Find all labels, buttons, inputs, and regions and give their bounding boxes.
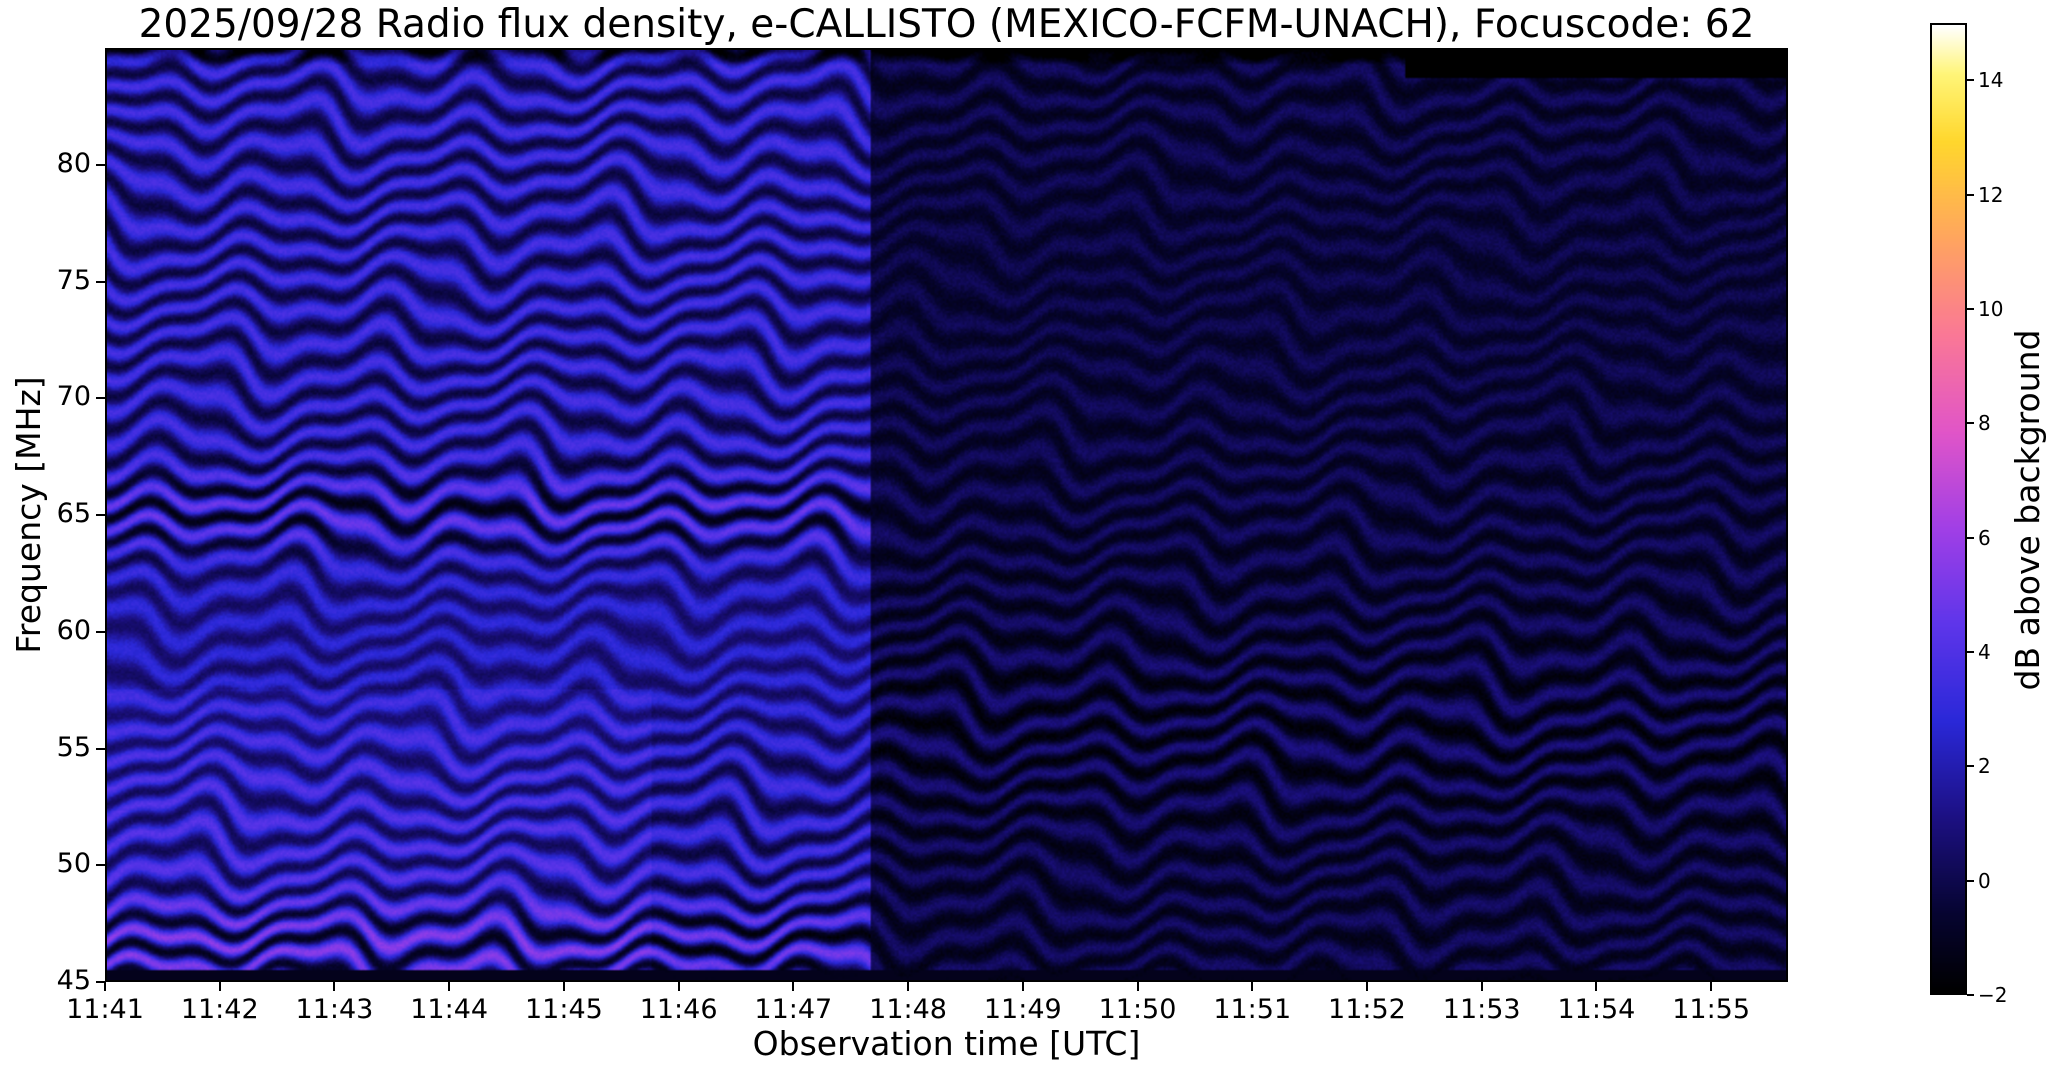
- x-tick-mark: [218, 982, 221, 991]
- y-tick-mark: [96, 397, 105, 400]
- colorbar-gradient: [1932, 25, 1965, 993]
- colorbar-label: dB above background: [2008, 329, 2047, 691]
- y-tick-mark: [96, 864, 105, 867]
- colorbar-tick-label: 0: [1978, 868, 1991, 893]
- y-tick-mark: [96, 630, 105, 633]
- x-tick-mark: [1021, 982, 1024, 991]
- colorbar-tick-mark: [1967, 193, 1974, 196]
- x-tick-label: 11:42: [180, 994, 259, 1025]
- colorbar-tick-mark: [1967, 307, 1974, 310]
- y-tick-mark: [96, 981, 105, 983]
- y-tick-mark: [96, 163, 105, 166]
- x-tick-mark: [562, 982, 565, 991]
- x-tick-label: 11:55: [1672, 994, 1751, 1025]
- colorbar-tick-label: 10: [1978, 296, 2004, 321]
- y-tick-label: 75: [56, 264, 91, 296]
- x-tick-mark: [1595, 982, 1598, 991]
- x-tick-label: 11:50: [1098, 994, 1177, 1025]
- colorbar-tick-mark: [1967, 994, 1974, 996]
- x-tick-label: 11:41: [66, 994, 144, 1025]
- colorbar-tick-mark: [1967, 765, 1974, 768]
- x-tick-mark: [677, 982, 680, 991]
- colorbar-tick-mark: [1967, 879, 1974, 882]
- x-tick-label: 11:51: [1213, 994, 1292, 1025]
- x-tick-mark: [104, 982, 106, 991]
- y-tick-label: 80: [56, 147, 91, 179]
- y-tick-mark: [96, 514, 105, 516]
- y-tick-label: 60: [56, 614, 91, 646]
- colorbar-tick-mark: [1967, 536, 1974, 539]
- colorbar-tick-label: 6: [1978, 525, 1991, 550]
- x-tick-label: 11:46: [639, 994, 718, 1025]
- x-axis-label: Observation time [UTC]: [752, 1024, 1141, 1063]
- x-tick-mark: [1480, 982, 1483, 991]
- colorbar: [1930, 23, 1967, 995]
- chart-title: 2025/09/28 Radio flux density, e-CALLIST…: [138, 2, 1755, 47]
- colorbar-tick-mark: [1967, 650, 1974, 653]
- x-tick-mark: [333, 982, 336, 991]
- x-tick-label: 11:45: [524, 994, 603, 1025]
- spectrogram-canvas: [107, 50, 1786, 980]
- y-tick-label: 65: [56, 498, 91, 529]
- x-tick-mark: [1365, 982, 1368, 991]
- colorbar-tick-mark: [1967, 422, 1974, 425]
- colorbar-tick-label: 4: [1978, 639, 1991, 664]
- colorbar-tick-label: 8: [1978, 411, 1991, 436]
- colorbar-tick-label: 14: [1978, 68, 2004, 93]
- colorbar-tick-label: −2: [1978, 983, 2008, 1007]
- x-tick-mark: [448, 982, 451, 991]
- x-tick-mark: [792, 982, 795, 991]
- colorbar-tick-label: 12: [1978, 182, 2004, 207]
- x-tick-mark: [1136, 982, 1139, 991]
- y-tick-mark: [96, 747, 105, 750]
- x-tick-label: 11:44: [410, 994, 489, 1025]
- x-tick-label: 11:47: [754, 994, 833, 1025]
- x-tick-label: 11:53: [1442, 994, 1521, 1025]
- x-tick-mark: [907, 982, 910, 991]
- spectrogram-plot: [105, 48, 1788, 982]
- y-tick-label: 45: [56, 965, 91, 996]
- colorbar-tick-mark: [1967, 79, 1974, 82]
- colorbar-tick-label: 2: [1978, 754, 1991, 779]
- y-tick-label: 70: [56, 381, 91, 413]
- x-tick-label: 11:54: [1557, 994, 1636, 1025]
- x-tick-label: 11:52: [1328, 994, 1406, 1025]
- x-tick-mark: [1710, 982, 1713, 991]
- y-tick-label: 50: [56, 848, 91, 880]
- y-tick-mark: [96, 280, 105, 283]
- x-tick-label: 11:43: [295, 994, 374, 1025]
- x-tick-mark: [1251, 982, 1254, 991]
- x-tick-label: 11:49: [983, 994, 1062, 1025]
- x-tick-label: 11:48: [869, 994, 947, 1025]
- y-tick-label: 55: [56, 731, 91, 763]
